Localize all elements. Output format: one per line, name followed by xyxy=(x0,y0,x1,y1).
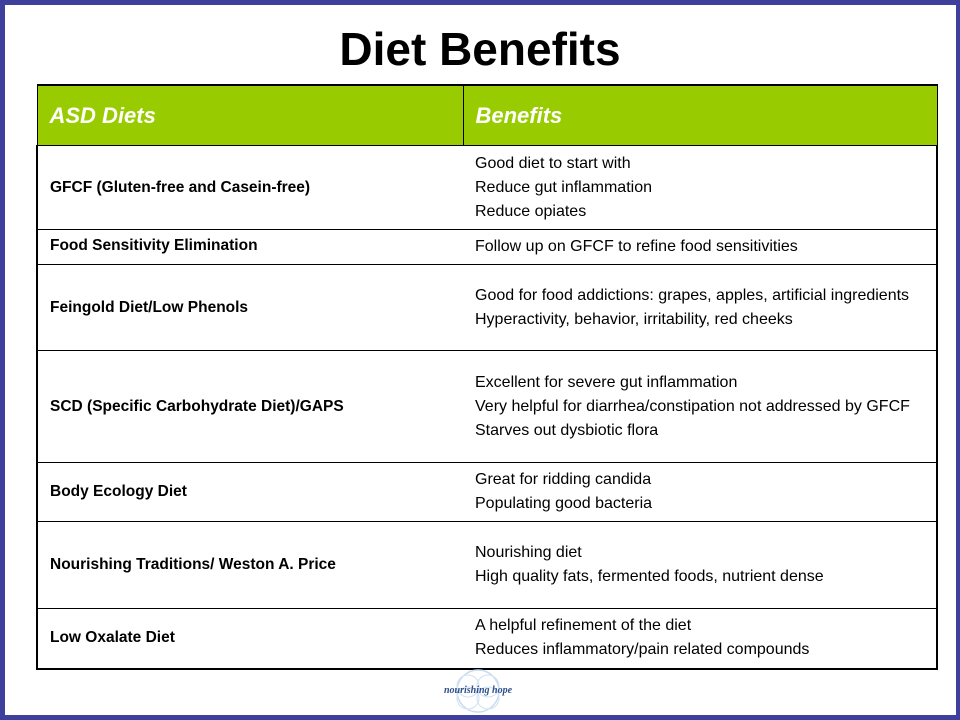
table-row: Feingold Diet/Low Phenols Good for food … xyxy=(36,264,938,351)
benefits-cell: Nourishing diet High quality fats, ferme… xyxy=(463,521,938,609)
benefit-line: Excellent for severe gut inflammation xyxy=(475,373,738,391)
diet-benefits-table: ASD Diets Benefits GFCF (Gluten-free and… xyxy=(36,84,938,670)
benefit-line: Follow up on GFCF to refine food sensiti… xyxy=(475,238,798,255)
benefit-line: Great for ridding candida xyxy=(475,471,652,488)
diet-name: Nourishing Traditions/ Weston A. Price xyxy=(36,521,463,609)
diet-name: SCD (Specific Carbohydrate Diet)/GAPS xyxy=(36,350,463,463)
header-asd-diets: ASD Diets xyxy=(36,84,464,146)
benefit-line: Starves out dysbiotic flora xyxy=(475,421,659,439)
diet-name: Low Oxalate Diet xyxy=(36,608,463,670)
benefit-line: Good diet to start with xyxy=(475,154,631,172)
benefits-cell: Good diet to start with Reduce gut infla… xyxy=(463,145,938,230)
svg-text:nourishing hope: nourishing hope xyxy=(444,685,513,696)
table-row: Low Oxalate Diet A helpful refinement of… xyxy=(36,608,938,670)
table-row: SCD (Specific Carbohydrate Diet)/GAPS Ex… xyxy=(36,350,938,463)
diet-name: Feingold Diet/Low Phenols xyxy=(36,264,463,351)
benefit-line: High quality fats, fermented foods, nutr… xyxy=(475,568,824,585)
benefit-line: Good for food addictions: grapes, apples… xyxy=(475,286,910,304)
benefit-line: Populating good bacteria xyxy=(475,495,653,512)
benefits-cell: A helpful refinement of the diet Reduces… xyxy=(463,608,938,670)
slide-title: Diet Benefits xyxy=(339,23,621,75)
benefit-line: Very helpful for diarrhea/constipation n… xyxy=(475,397,910,415)
benefit-line: Nourishing diet xyxy=(475,544,582,561)
table-row: GFCF (Gluten-free and Casein-free) Good … xyxy=(36,145,938,230)
benefit-line: A helpful refinement of the diet xyxy=(475,617,692,635)
nourishing-hope-logo: nourishing hope xyxy=(444,669,513,713)
diet-name: GFCF (Gluten-free and Casein-free) xyxy=(36,145,463,230)
header-benefits: Benefits xyxy=(462,84,938,146)
benefit-line: Reduces inflammatory/pain related compou… xyxy=(475,641,810,659)
benefit-line: Reduce opiates xyxy=(475,202,587,220)
diet-name: Body Ecology Diet xyxy=(36,462,463,522)
benefits-cell: Great for ridding candida Populating goo… xyxy=(463,462,938,522)
benefit-line: Reduce gut inflammation xyxy=(475,178,652,196)
benefits-cell: Follow up on GFCF to refine food sensiti… xyxy=(463,229,938,265)
benefit-line: Hyperactivity, behavior, irritability, r… xyxy=(475,310,793,328)
diet-name: Food Sensitivity Elimination xyxy=(36,229,463,265)
table-row: Nourishing Traditions/ Weston A. Price N… xyxy=(36,521,938,609)
table-row: Body Ecology Diet Great for ridding cand… xyxy=(36,462,938,522)
table-row: Food Sensitivity Elimination Follow up o… xyxy=(36,229,938,265)
benefits-cell: Excellent for severe gut inflammation Ve… xyxy=(463,350,938,463)
table-header-row: ASD Diets Benefits xyxy=(36,84,938,146)
benefits-cell: Good for food addictions: grapes, apples… xyxy=(463,264,938,351)
